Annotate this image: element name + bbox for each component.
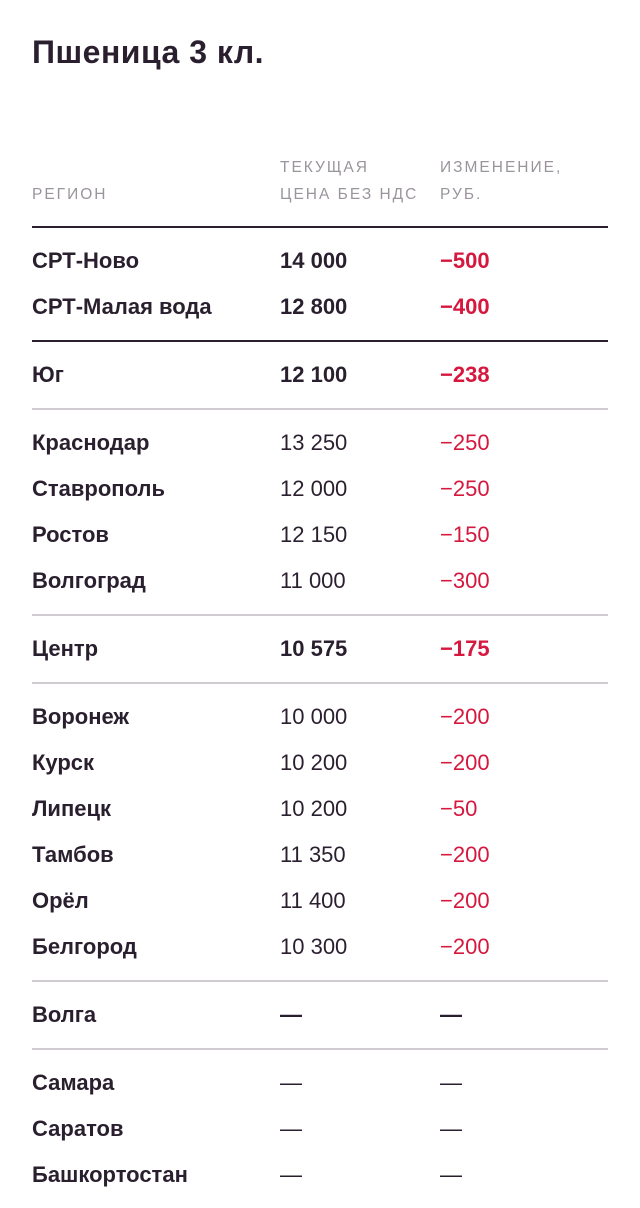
region-cell: Волгоград [32,568,146,593]
change-cell: −175 [440,636,490,661]
table-row: Воронеж 10 000 −200 [32,694,608,740]
table-row: Башкортостан — — [32,1152,608,1198]
change-cell: −200 [440,888,490,913]
page-title: Пшеница 3 кл. [32,34,265,70]
table-row: Саратов — — [32,1106,608,1152]
price-cell: 12 100 [280,362,348,387]
price-cell: 11 400 [280,888,346,913]
price-cell: 10 200 [280,796,348,821]
column-header-region: РЕГИОН [32,186,108,203]
price-cell: — [280,1162,302,1187]
group-divider [32,1048,608,1050]
price-cell: 10 300 [280,934,348,959]
price-table: СРТ-Ново 14 000 −500 СРТ-Малая вода 12 8… [32,226,608,1208]
group-divider [32,980,608,982]
region-cell: Башкортостан [32,1162,188,1187]
table-row: Тамбов 11 350 −200 [32,832,608,878]
region-cell: СРТ-Малая вода [32,294,212,319]
region-cell: Липецк [32,796,112,821]
price-cell: 11 350 [280,842,346,867]
price-cell: 10 200 [280,750,348,775]
table-group-center-summary: Центр 10 575 −175 [32,616,608,682]
region-cell: Воронеж [32,704,130,729]
price-cell: 14 000 [280,248,348,273]
table-row: Самара — — [32,1060,608,1106]
change-cell: −200 [440,934,490,959]
change-cell: −250 [440,430,490,455]
table-row: Волга — — [32,992,608,1038]
table-row: Липецк 10 200 −50 [32,786,608,832]
region-cell: Центр [32,636,99,661]
table-group-srt: СРТ-Ново 14 000 −500 СРТ-Малая вода 12 8… [32,228,608,340]
region-cell: Самара [32,1070,115,1095]
price-cell: — [280,1002,302,1027]
change-cell: −500 [440,248,490,273]
region-cell: Белгород [32,934,137,959]
table-row: Волгоград 11 000 −300 [32,558,608,604]
change-cell: −300 [440,568,490,593]
region-cell: Юг [32,362,64,387]
price-cell: 10 000 [280,704,348,729]
table-group-volga: Самара — — Саратов — — Башкортостан — — [32,1050,608,1208]
price-cell: — [280,1070,302,1095]
price-cell: 11 000 [280,568,346,593]
group-divider [32,614,608,616]
table-row: Юг 12 100 −238 [32,352,608,398]
table-row: Краснодар 13 250 −250 [32,420,608,466]
table-row: СРТ-Ново 14 000 −500 [32,238,608,284]
price-cell: 12 800 [280,294,348,319]
table-header: РЕГИОН ТЕКУЩАЯ ЦЕНА БЕЗ НДС ИЗМЕНЕНИЕ, Р… [32,122,608,226]
region-cell: Курск [32,750,95,775]
table-row: Ставрополь 12 000 −250 [32,466,608,512]
region-cell: Ставрополь [32,476,165,501]
change-cell: — [440,1002,462,1027]
table-group-volga-summary: Волга — — [32,982,608,1048]
region-cell: СРТ-Ново [32,248,140,273]
price-cell: 13 250 [280,430,348,455]
region-cell: Ростов [32,522,109,547]
table-row: Белгород 10 300 −200 [32,924,608,970]
table-row: Орёл 11 400 −200 [32,878,608,924]
header-divider [32,226,608,228]
column-header-price: ТЕКУЩАЯ ЦЕНА БЕЗ НДС [280,159,419,203]
column-header-change: ИЗМЕНЕНИЕ, РУБ. [440,159,563,203]
table-row: Курск 10 200 −200 [32,740,608,786]
change-cell: −200 [440,750,490,775]
change-cell: — [440,1070,462,1095]
region-cell: Орёл [32,888,89,913]
price-cell: 12 000 [280,476,348,501]
table-row: Ростов 12 150 −150 [32,512,608,558]
change-cell: −400 [440,294,490,319]
change-cell: −250 [440,476,490,501]
region-cell: Волга [32,1002,97,1027]
table-row: СРТ-Малая вода 12 800 −400 [32,284,608,330]
price-cell: — [280,1116,302,1141]
table-group-center: Воронеж 10 000 −200 Курск 10 200 −200 Ли… [32,684,608,980]
change-cell: −200 [440,842,490,867]
table-row: Центр 10 575 −175 [32,626,608,672]
group-divider [32,408,608,410]
change-cell: −200 [440,704,490,729]
change-cell: −50 [440,796,478,821]
region-cell: Саратов [32,1116,124,1141]
group-divider [32,340,608,342]
region-cell: Тамбов [32,842,114,867]
change-cell: −150 [440,522,490,547]
change-cell: — [440,1116,462,1141]
region-cell: Краснодар [32,430,150,455]
price-cell: 10 575 [280,636,348,661]
change-cell: — [440,1162,462,1187]
group-divider [32,682,608,684]
price-cell: 12 150 [280,522,348,547]
change-cell: −238 [440,362,490,387]
table-group-south: Краснодар 13 250 −250 Ставрополь 12 000 … [32,410,608,614]
table-group-south-summary: Юг 12 100 −238 [32,342,608,408]
